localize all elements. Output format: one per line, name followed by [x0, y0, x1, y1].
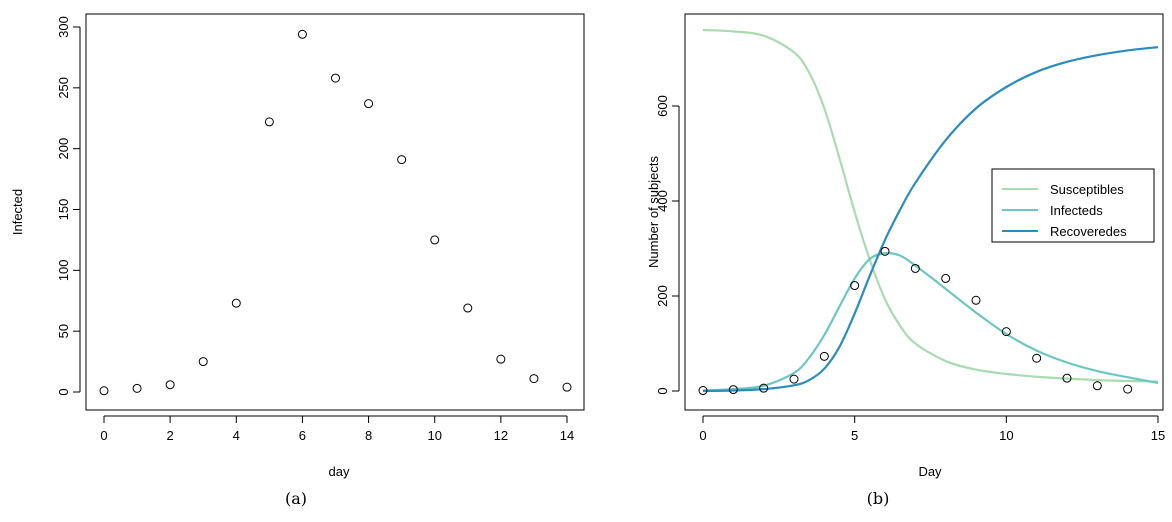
x-tick-label: 0: [699, 428, 706, 443]
panel-a-y-axis: 0 50 100 150 200 250 300: [56, 16, 81, 396]
y-tick-label: 600: [655, 95, 670, 117]
observed-point: [880, 246, 890, 256]
data-point: [132, 383, 142, 393]
data-point: [364, 99, 374, 109]
susceptibles-curve: [702, 28, 1159, 383]
observed-point: [698, 386, 708, 396]
data-point: [198, 357, 208, 367]
infecteds-curve: [702, 252, 1159, 392]
y-tick-label: 50: [56, 324, 71, 338]
data-point: [264, 117, 274, 127]
x-tick-label: 12: [494, 428, 508, 443]
x-tick-label: 0: [100, 428, 107, 443]
observed-point: [971, 295, 981, 305]
recovereds-curve: [702, 46, 1159, 393]
panel-b-y-label: Number of subjects: [646, 156, 661, 268]
y-tick-label: 200: [56, 138, 71, 160]
data-point: [529, 374, 539, 384]
legend-box: [991, 168, 1155, 243]
y-tick-label: 0: [655, 387, 670, 394]
data-point: [397, 155, 407, 165]
panel-a: 0 2 4 6 8 10 12 14 0 50 100 150 200 250 300 day Infec…: [10, 13, 585, 508]
observed-point: [759, 383, 769, 393]
panel-b-x-axis: 0 5 10 15: [699, 415, 1165, 443]
data-point: [231, 298, 241, 308]
y-tick-label: 0: [56, 388, 71, 395]
x-tick-label: 5: [851, 428, 858, 443]
legend-label-susceptibles: Susceptibles: [1050, 182, 1124, 197]
panel-a-points: [99, 29, 572, 396]
panel-b-y-axis: 0 200 400 600: [655, 95, 680, 395]
x-tick-label: 15: [1151, 428, 1165, 443]
legend: Susceptibles Infecteds Recoveredes: [991, 168, 1155, 243]
observed-point: [789, 374, 799, 384]
y-tick-label: 400: [655, 190, 670, 212]
observed-point: [1032, 353, 1042, 363]
panel-b-lines: [702, 28, 1159, 393]
y-tick-label: 250: [56, 77, 71, 99]
observed-point: [850, 281, 860, 291]
y-tick-label: 300: [56, 16, 71, 38]
panel-a-x-axis: 0 2 4 6 8 10 12 14: [100, 415, 574, 443]
data-point: [463, 303, 473, 313]
observed-point: [910, 263, 920, 273]
x-tick-label: 4: [233, 428, 240, 443]
legend-label-infecteds: Infecteds: [1050, 203, 1103, 218]
observed-point: [1062, 373, 1072, 383]
panel-b-plot-frame: [684, 13, 1164, 411]
panel-a-plot-frame: [85, 13, 585, 411]
data-point: [297, 29, 307, 39]
observed-point: [819, 351, 829, 361]
observed-point: [728, 385, 738, 395]
data-point: [99, 386, 109, 396]
x-tick-label: 8: [365, 428, 372, 443]
y-tick-label: 200: [655, 285, 670, 307]
observed-point: [941, 273, 951, 283]
data-point: [562, 382, 572, 392]
panel-b-x-label: Day: [918, 464, 942, 479]
y-tick-label: 100: [56, 259, 71, 281]
x-tick-label: 6: [299, 428, 306, 443]
observed-point: [1123, 384, 1133, 394]
data-point: [430, 235, 440, 245]
panel-b-caption: (b): [867, 489, 890, 508]
observed-point: [1092, 381, 1102, 391]
x-tick-label: 2: [167, 428, 174, 443]
x-tick-label: 10: [999, 428, 1013, 443]
legend-label-recovereds: Recoveredes: [1050, 224, 1127, 239]
panel-a-x-label: day: [329, 464, 350, 479]
y-tick-label: 150: [56, 199, 71, 221]
panel-a-y-label: Infected: [10, 189, 25, 235]
data-point: [496, 354, 506, 364]
panel-b: 0 5 10 15 0 200 400 600 Day Number of subjects…: [646, 13, 1165, 508]
panel-b-points: [698, 246, 1133, 396]
data-point: [165, 380, 175, 390]
data-point: [331, 73, 340, 83]
panel-a-caption: (a): [285, 489, 307, 508]
observed-point: [1001, 327, 1011, 337]
x-tick-label: 14: [560, 428, 574, 443]
x-tick-label: 10: [427, 428, 441, 443]
